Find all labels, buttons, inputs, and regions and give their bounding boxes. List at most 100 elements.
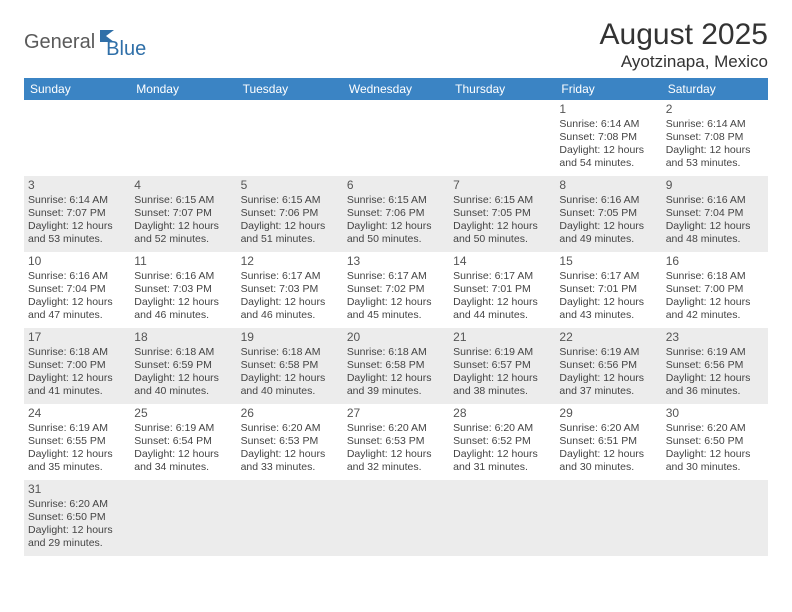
day-number: 24 bbox=[28, 406, 126, 421]
sunrise-line: Sunrise: 6:18 AM bbox=[134, 346, 232, 359]
sunrise-line: Sunrise: 6:18 AM bbox=[28, 346, 126, 359]
daylight-line: Daylight: 12 hours and 53 minutes. bbox=[28, 220, 126, 246]
day-header-tuesday: Tuesday bbox=[237, 78, 343, 100]
day-number: 21 bbox=[453, 330, 551, 345]
calendar-cell-4: 4Sunrise: 6:15 AMSunset: 7:07 PMDaylight… bbox=[130, 176, 236, 252]
daylight-line: Daylight: 12 hours and 53 minutes. bbox=[666, 144, 764, 170]
sunrise-line: Sunrise: 6:18 AM bbox=[666, 270, 764, 283]
logo-text-general: General bbox=[24, 31, 95, 54]
day-number: 3 bbox=[28, 178, 126, 193]
daylight-line: Daylight: 12 hours and 54 minutes. bbox=[559, 144, 657, 170]
sunrise-line: Sunrise: 6:20 AM bbox=[28, 498, 126, 511]
day-number: 29 bbox=[559, 406, 657, 421]
calendar-cell-27: 27Sunrise: 6:20 AMSunset: 6:53 PMDayligh… bbox=[343, 404, 449, 480]
calendar-cell-18: 18Sunrise: 6:18 AMSunset: 6:59 PMDayligh… bbox=[130, 328, 236, 404]
calendar-cell-11: 11Sunrise: 6:16 AMSunset: 7:03 PMDayligh… bbox=[130, 252, 236, 328]
calendar-cell-empty bbox=[237, 480, 343, 556]
day-number: 17 bbox=[28, 330, 126, 345]
sunset-line: Sunset: 7:07 PM bbox=[28, 207, 126, 220]
sunset-line: Sunset: 7:04 PM bbox=[666, 207, 764, 220]
sunset-line: Sunset: 6:50 PM bbox=[28, 511, 126, 524]
sunrise-line: Sunrise: 6:20 AM bbox=[241, 422, 339, 435]
daylight-line: Daylight: 12 hours and 32 minutes. bbox=[347, 448, 445, 474]
sunset-line: Sunset: 6:50 PM bbox=[666, 435, 764, 448]
month-title: August 2025 bbox=[600, 18, 768, 52]
sunrise-line: Sunrise: 6:20 AM bbox=[347, 422, 445, 435]
daylight-line: Daylight: 12 hours and 52 minutes. bbox=[134, 220, 232, 246]
daylight-line: Daylight: 12 hours and 44 minutes. bbox=[453, 296, 551, 322]
day-header-sunday: Sunday bbox=[24, 78, 130, 100]
day-number: 10 bbox=[28, 254, 126, 269]
calendar-cell-23: 23Sunrise: 6:19 AMSunset: 6:56 PMDayligh… bbox=[662, 328, 768, 404]
day-number: 25 bbox=[134, 406, 232, 421]
calendar-cell-empty bbox=[662, 480, 768, 556]
sunset-line: Sunset: 7:06 PM bbox=[347, 207, 445, 220]
sunset-line: Sunset: 7:00 PM bbox=[666, 283, 764, 296]
calendar-cell-17: 17Sunrise: 6:18 AMSunset: 7:00 PMDayligh… bbox=[24, 328, 130, 404]
day-header-monday: Monday bbox=[130, 78, 236, 100]
sunset-line: Sunset: 6:56 PM bbox=[666, 359, 764, 372]
calendar-cell-19: 19Sunrise: 6:18 AMSunset: 6:58 PMDayligh… bbox=[237, 328, 343, 404]
daylight-line: Daylight: 12 hours and 30 minutes. bbox=[559, 448, 657, 474]
sunset-line: Sunset: 7:01 PM bbox=[453, 283, 551, 296]
sunset-line: Sunset: 6:58 PM bbox=[347, 359, 445, 372]
location: Ayotzinapa, Mexico bbox=[600, 52, 768, 72]
calendar-cell-empty bbox=[24, 100, 130, 176]
sunset-line: Sunset: 7:03 PM bbox=[134, 283, 232, 296]
calendar-cell-15: 15Sunrise: 6:17 AMSunset: 7:01 PMDayligh… bbox=[555, 252, 661, 328]
sunrise-line: Sunrise: 6:20 AM bbox=[453, 422, 551, 435]
daylight-line: Daylight: 12 hours and 39 minutes. bbox=[347, 372, 445, 398]
calendar-cell-7: 7Sunrise: 6:15 AMSunset: 7:05 PMDaylight… bbox=[449, 176, 555, 252]
day-header-friday: Friday bbox=[555, 78, 661, 100]
daylight-line: Daylight: 12 hours and 50 minutes. bbox=[453, 220, 551, 246]
sunrise-line: Sunrise: 6:14 AM bbox=[559, 118, 657, 131]
sunset-line: Sunset: 6:51 PM bbox=[559, 435, 657, 448]
calendar-cell-empty bbox=[130, 480, 236, 556]
calendar-grid: SundayMondayTuesdayWednesdayThursdayFrid… bbox=[24, 78, 768, 556]
sunset-line: Sunset: 7:05 PM bbox=[559, 207, 657, 220]
day-header-wednesday: Wednesday bbox=[343, 78, 449, 100]
sunrise-line: Sunrise: 6:15 AM bbox=[453, 194, 551, 207]
sunset-line: Sunset: 7:08 PM bbox=[666, 131, 764, 144]
day-number: 5 bbox=[241, 178, 339, 193]
calendar-cell-21: 21Sunrise: 6:19 AMSunset: 6:57 PMDayligh… bbox=[449, 328, 555, 404]
day-number: 7 bbox=[453, 178, 551, 193]
logo: General Blue bbox=[24, 18, 146, 61]
daylight-line: Daylight: 12 hours and 37 minutes. bbox=[559, 372, 657, 398]
daylight-line: Daylight: 12 hours and 31 minutes. bbox=[453, 448, 551, 474]
day-number: 11 bbox=[134, 254, 232, 269]
sunset-line: Sunset: 7:08 PM bbox=[559, 131, 657, 144]
day-number: 4 bbox=[134, 178, 232, 193]
calendar-cell-20: 20Sunrise: 6:18 AMSunset: 6:58 PMDayligh… bbox=[343, 328, 449, 404]
calendar-cell-26: 26Sunrise: 6:20 AMSunset: 6:53 PMDayligh… bbox=[237, 404, 343, 480]
daylight-line: Daylight: 12 hours and 45 minutes. bbox=[347, 296, 445, 322]
daylight-line: Daylight: 12 hours and 40 minutes. bbox=[241, 372, 339, 398]
sunrise-line: Sunrise: 6:16 AM bbox=[28, 270, 126, 283]
calendar-cell-3: 3Sunrise: 6:14 AMSunset: 7:07 PMDaylight… bbox=[24, 176, 130, 252]
calendar-cell-8: 8Sunrise: 6:16 AMSunset: 7:05 PMDaylight… bbox=[555, 176, 661, 252]
day-number: 31 bbox=[28, 482, 126, 497]
sunset-line: Sunset: 7:07 PM bbox=[134, 207, 232, 220]
daylight-line: Daylight: 12 hours and 34 minutes. bbox=[134, 448, 232, 474]
sunrise-line: Sunrise: 6:20 AM bbox=[559, 422, 657, 435]
sunrise-line: Sunrise: 6:19 AM bbox=[559, 346, 657, 359]
calendar-cell-16: 16Sunrise: 6:18 AMSunset: 7:00 PMDayligh… bbox=[662, 252, 768, 328]
calendar-cell-22: 22Sunrise: 6:19 AMSunset: 6:56 PMDayligh… bbox=[555, 328, 661, 404]
daylight-line: Daylight: 12 hours and 47 minutes. bbox=[28, 296, 126, 322]
day-number: 27 bbox=[347, 406, 445, 421]
day-number: 16 bbox=[666, 254, 764, 269]
sunset-line: Sunset: 6:58 PM bbox=[241, 359, 339, 372]
day-number: 20 bbox=[347, 330, 445, 345]
day-number: 19 bbox=[241, 330, 339, 345]
day-number: 2 bbox=[666, 102, 764, 117]
calendar-cell-12: 12Sunrise: 6:17 AMSunset: 7:03 PMDayligh… bbox=[237, 252, 343, 328]
calendar-cell-1: 1Sunrise: 6:14 AMSunset: 7:08 PMDaylight… bbox=[555, 100, 661, 176]
day-number: 9 bbox=[666, 178, 764, 193]
daylight-line: Daylight: 12 hours and 42 minutes. bbox=[666, 296, 764, 322]
day-number: 22 bbox=[559, 330, 657, 345]
daylight-line: Daylight: 12 hours and 41 minutes. bbox=[28, 372, 126, 398]
daylight-line: Daylight: 12 hours and 33 minutes. bbox=[241, 448, 339, 474]
sunrise-line: Sunrise: 6:14 AM bbox=[28, 194, 126, 207]
day-header-thursday: Thursday bbox=[449, 78, 555, 100]
sunset-line: Sunset: 6:56 PM bbox=[559, 359, 657, 372]
